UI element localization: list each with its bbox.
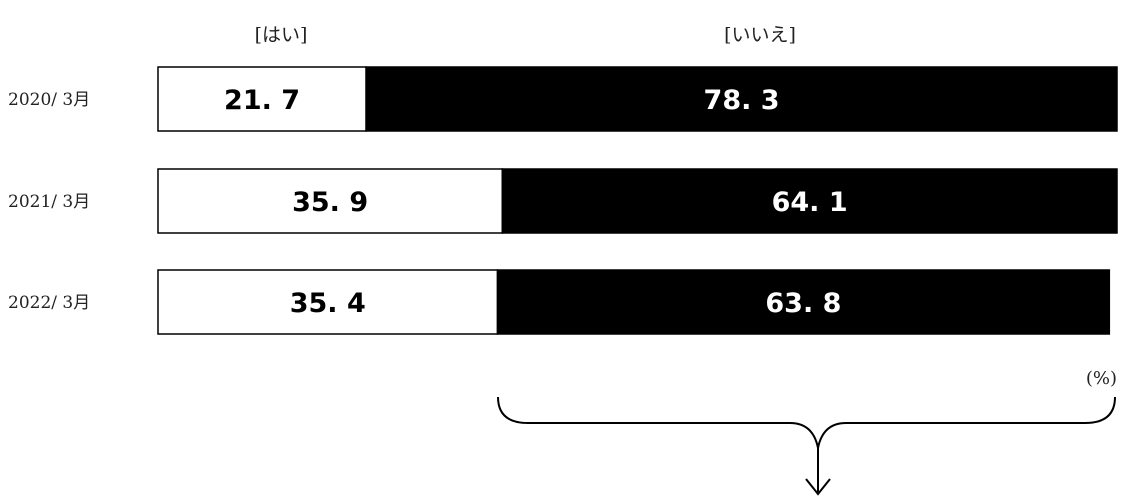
bar-rows: 2020/ 3月 21. 7 78. 3 2021/ 3月 35. 9 64. 1 2022… bbox=[8, 66, 1118, 335]
data-label: 64. 1 bbox=[772, 187, 848, 218]
series-header-yes: [はい] bbox=[255, 24, 308, 46]
category-label: 2020/ 3月 bbox=[8, 90, 90, 110]
series-headers: [はい] [いいえ] bbox=[255, 24, 796, 46]
bar-segment-yes bbox=[157, 66, 367, 132]
bar-row: 2020/ 3月 21. 7 78. 3 bbox=[8, 66, 1118, 132]
data-label: 35. 4 bbox=[290, 288, 366, 319]
bar-row: 2021/ 3月 35. 9 64. 1 bbox=[8, 168, 1118, 234]
data-label: 35. 9 bbox=[292, 187, 368, 218]
down-arrow-icon bbox=[805, 478, 831, 496]
bar-segment-no bbox=[501, 168, 1118, 234]
category-label: 2022/ 3月 bbox=[8, 293, 90, 313]
series-header-no: [いいえ] bbox=[724, 24, 796, 46]
unit-label: (%) bbox=[1086, 368, 1117, 389]
bar-segment-no bbox=[365, 66, 1118, 132]
data-label: 78. 3 bbox=[704, 85, 780, 116]
brace-icon bbox=[497, 396, 1116, 449]
category-label: 2021/ 3月 bbox=[8, 192, 90, 212]
bar-row: 2022/ 3月 35. 4 63. 8 bbox=[8, 269, 1111, 335]
bar-segment-yes bbox=[157, 168, 504, 234]
bar-segment-yes bbox=[157, 269, 499, 335]
bar-segment-no bbox=[496, 269, 1111, 335]
data-label: 63. 8 bbox=[765, 288, 841, 319]
data-label: 21. 7 bbox=[224, 85, 300, 116]
